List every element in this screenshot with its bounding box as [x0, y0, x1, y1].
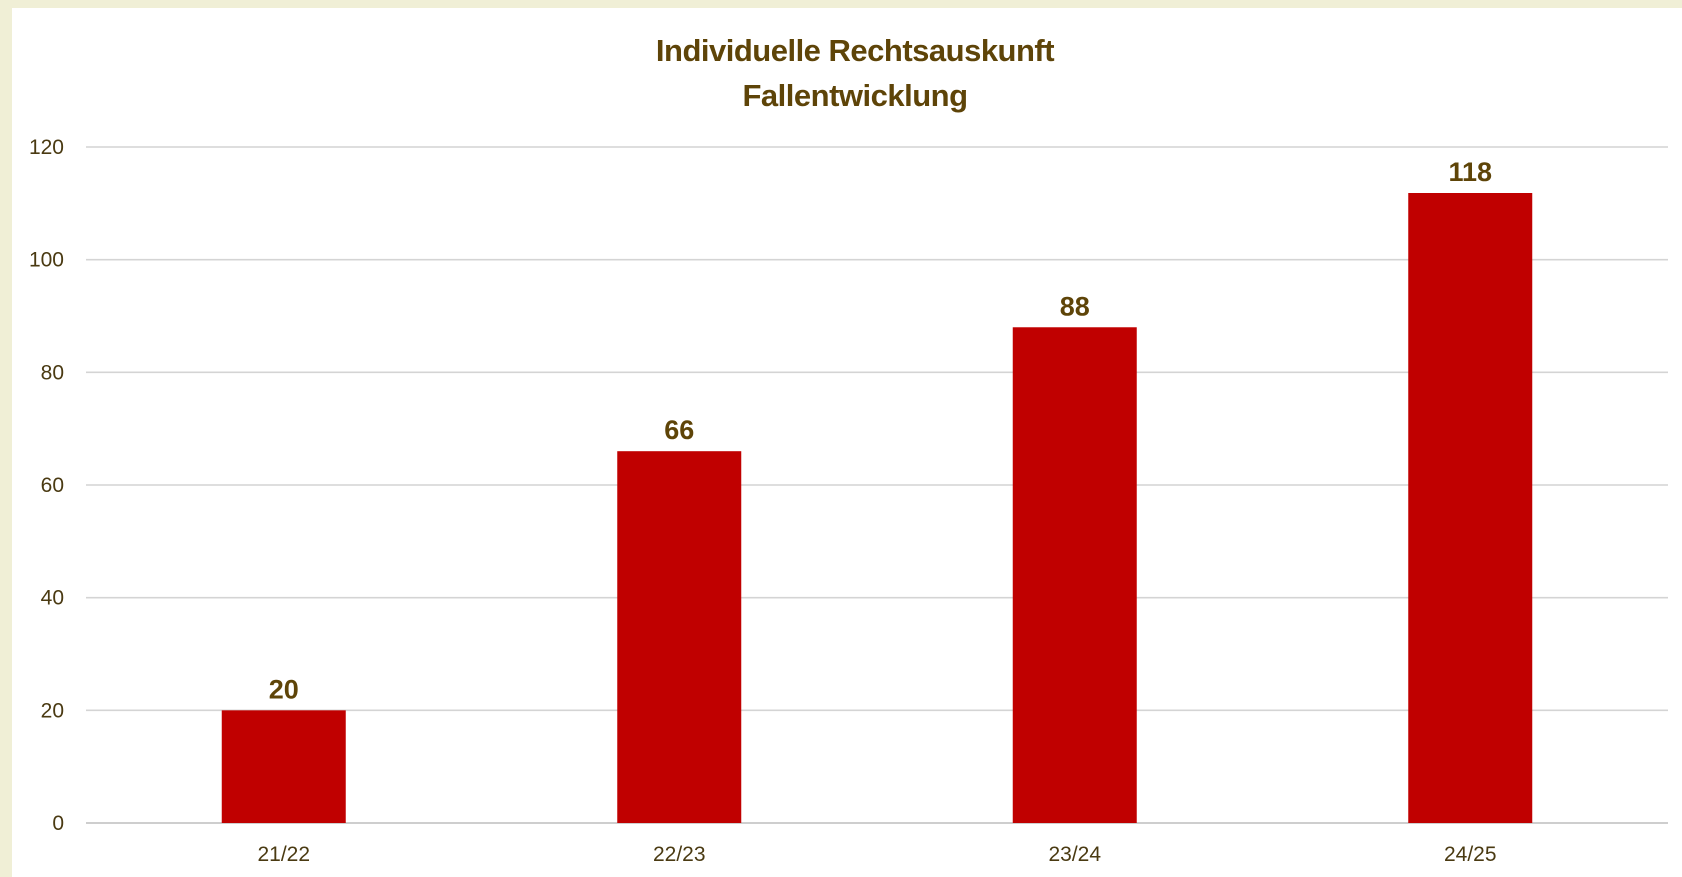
x-tick-label: 21/22	[257, 843, 310, 866]
x-tick-label: 23/24	[1048, 843, 1101, 866]
bar-23-24	[1012, 327, 1137, 823]
chart-subtitle: Fallentwicklung	[742, 78, 967, 113]
bar-22-23	[617, 451, 742, 823]
data-labels: 20 66 88 118	[269, 157, 1492, 704]
bar-21-22	[221, 710, 346, 823]
y-tick-label: 0	[52, 812, 64, 835]
gridlines	[86, 146, 1668, 824]
data-label: 66	[664, 415, 694, 445]
data-label: 88	[1060, 291, 1090, 321]
x-axis-ticks: 21/22 22/23 23/24 24/25	[257, 843, 1496, 866]
y-tick-label: 20	[41, 699, 64, 722]
chart-title: Individuelle Rechtsauskunft	[656, 33, 1054, 68]
y-tick-label: 100	[29, 249, 64, 272]
x-tick-label: 24/25	[1444, 843, 1497, 866]
x-tick-label: 22/23	[653, 843, 706, 866]
bar-24-25	[1408, 193, 1533, 823]
data-label: 118	[1448, 157, 1492, 187]
y-axis-ticks: 0 20 40 60 80 100 120	[29, 136, 64, 835]
y-tick-label: 60	[41, 474, 64, 497]
y-tick-label: 40	[41, 587, 64, 610]
y-tick-label: 120	[29, 136, 64, 159]
y-tick-label: 80	[41, 361, 64, 384]
data-label: 20	[269, 674, 299, 704]
bars	[221, 193, 1533, 823]
